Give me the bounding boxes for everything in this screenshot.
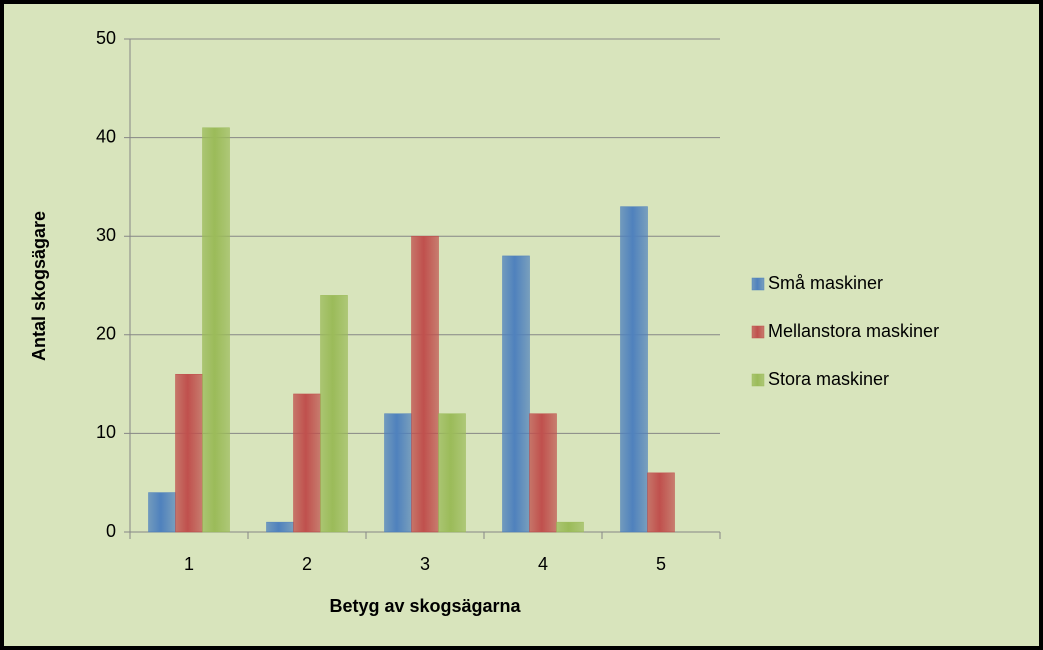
legend-swatch — [751, 277, 765, 291]
x-tick-label: 5 — [656, 554, 666, 574]
y-tick-label: 30 — [96, 225, 116, 245]
legend-swatch — [751, 325, 765, 339]
x-tick-label: 4 — [538, 554, 548, 574]
bar — [293, 393, 321, 533]
y-axis-title: Antal skogsägare — [29, 211, 49, 361]
bar — [502, 255, 530, 533]
bar — [556, 521, 584, 533]
y-tick-label: 40 — [96, 126, 116, 146]
bar — [175, 373, 203, 533]
y-tick-label: 20 — [96, 324, 116, 344]
bar — [620, 206, 648, 533]
legend-swatch — [751, 373, 765, 387]
x-tick-label: 1 — [184, 554, 194, 574]
legend-label: Stora maskiner — [768, 369, 889, 389]
legend-label: Mellanstora maskiner — [768, 321, 939, 341]
legend-label: Små maskiner — [768, 273, 883, 293]
bar — [266, 521, 294, 533]
bar — [438, 413, 466, 533]
y-tick-label: 0 — [106, 521, 116, 541]
bar — [320, 295, 348, 533]
bar — [384, 413, 412, 533]
bar — [529, 413, 557, 533]
bar — [202, 127, 230, 533]
bar — [411, 235, 439, 533]
x-axis-title: Betyg av skogsägarna — [329, 596, 521, 616]
y-tick-label: 10 — [96, 422, 116, 442]
x-tick-label: 2 — [302, 554, 312, 574]
x-tick-label: 3 — [420, 554, 430, 574]
bar — [148, 492, 176, 533]
y-tick-label: 50 — [96, 28, 116, 48]
bar — [647, 472, 675, 533]
